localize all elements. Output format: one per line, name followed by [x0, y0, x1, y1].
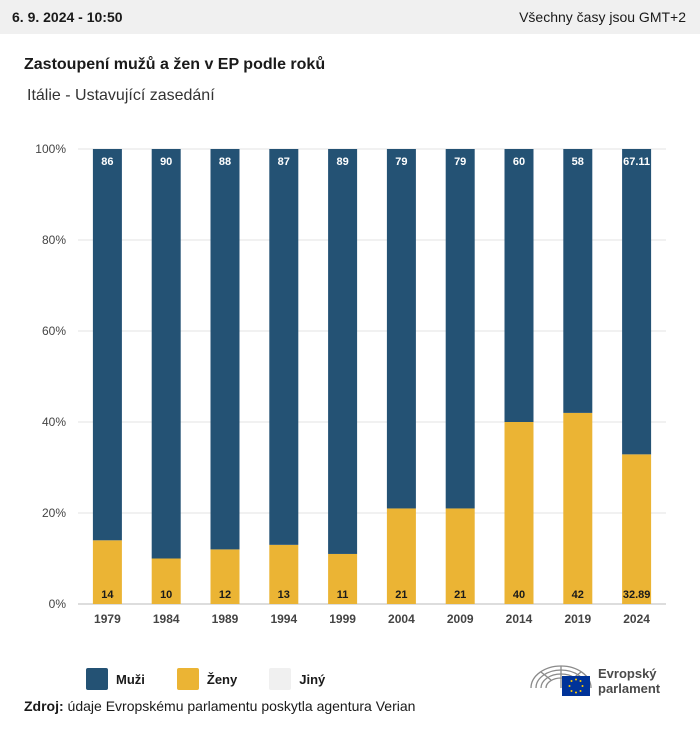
data-label: 79 [454, 156, 466, 168]
data-label: 88 [219, 156, 231, 168]
chart-subtitle: Itálie - Ustavující zasedání [27, 87, 215, 104]
x-tick-label: 2009 [447, 612, 474, 626]
bar-segment [563, 412, 593, 604]
top-bar: 6. 9. 2024 - 10:50 Všechny časy jsou GMT… [0, 0, 700, 34]
bar-segment [386, 149, 416, 509]
parliament-hemicycle-icon [530, 665, 592, 696]
bar-segment [92, 540, 122, 604]
y-tick-label: 80% [42, 233, 66, 247]
ep-logo: Evropský parlament [528, 658, 688, 703]
x-tick-label: 1999 [329, 612, 356, 626]
logo-line-2: parlament [598, 681, 661, 696]
y-tick-label: 40% [42, 415, 66, 429]
data-label: 14 [101, 589, 114, 601]
data-label: 32.89 [623, 589, 651, 601]
y-tick-label: 0% [49, 597, 67, 611]
data-label: 60 [513, 156, 525, 168]
data-label: 11 [337, 589, 349, 601]
bar-segment [504, 422, 534, 604]
x-tick-label: 2004 [388, 612, 415, 626]
logo-line-1: Evropský [598, 666, 657, 681]
bar-segment [328, 553, 358, 604]
data-label: 79 [395, 156, 407, 168]
chart-title: Zastoupení mužů a žen v EP podle roků [24, 56, 326, 73]
data-label: 12 [219, 589, 231, 601]
legend: Muži Ženy Jiný [86, 668, 357, 690]
x-tick-label: 2024 [623, 612, 650, 626]
logo-text: Evropský parlament [598, 666, 660, 696]
bar-segment [328, 149, 358, 554]
data-label: 58 [572, 156, 584, 168]
legend-label-jiny: Jiný [299, 671, 326, 687]
y-tick-label: 100% [35, 142, 66, 156]
bar-segment [445, 149, 475, 509]
data-label: 10 [160, 589, 172, 601]
data-label: 67.11 [623, 156, 650, 168]
bar-segment [151, 558, 181, 604]
source-note: Zdroj: údaje Evropskému parlamentu posky… [24, 698, 415, 714]
x-tick-label: 1979 [94, 612, 121, 626]
date-time: 6. 9. 2024 - 10:50 [12, 9, 123, 25]
x-tick-label: 1994 [270, 612, 297, 626]
data-label: 21 [454, 589, 466, 601]
legend-swatch-jiny [269, 668, 292, 690]
bar-segment [622, 454, 652, 604]
bar-segment [563, 149, 593, 413]
data-label: 40 [513, 589, 525, 601]
bar-segment [210, 549, 240, 604]
data-label: 89 [336, 156, 348, 168]
bar-segment [210, 149, 240, 550]
data-label: 13 [278, 589, 290, 601]
source-text: údaje Evropskému parlamentu poskytla age… [67, 698, 416, 714]
bar-segment [151, 149, 181, 559]
stacked-bar-chart: 0% 20% 40% 60% 80% 100% 14 86 1979 10 90 1984 12 88 19… [35, 142, 666, 626]
x-tick-label: 1989 [212, 612, 239, 626]
legend-swatch-zeny [176, 668, 199, 690]
bar-segment [445, 508, 475, 604]
bar-segment [504, 149, 534, 422]
x-tick-label: 1984 [153, 612, 180, 626]
data-label: 87 [278, 156, 290, 168]
y-tick-label: 20% [42, 506, 66, 520]
legend-swatch-muzi [86, 668, 108, 690]
legend-item-zeny[interactable]: Ženy [176, 668, 238, 690]
legend-label-muzi: Muži [116, 671, 145, 687]
x-tick-label: 2019 [564, 612, 591, 626]
source-prefix: Zdroj: [24, 698, 64, 714]
data-label: 21 [395, 589, 407, 601]
y-tick-label: 60% [42, 324, 66, 338]
bar-segment [269, 544, 299, 604]
x-tick-label: 2014 [506, 612, 533, 626]
data-label: 90 [160, 156, 172, 168]
bar-segment [622, 149, 652, 455]
bar-segment [269, 149, 299, 545]
bar-segment [92, 149, 122, 541]
data-label: 42 [572, 589, 584, 601]
legend-item-jiny[interactable]: Jiný [269, 668, 325, 690]
bar-segment [386, 508, 416, 604]
data-label: 86 [101, 156, 113, 168]
legend-label-zeny: Ženy [206, 671, 238, 687]
legend-item-muzi[interactable]: Muži [86, 668, 145, 690]
timezone-note: Všechny časy jsou GMT+2 [519, 9, 686, 25]
